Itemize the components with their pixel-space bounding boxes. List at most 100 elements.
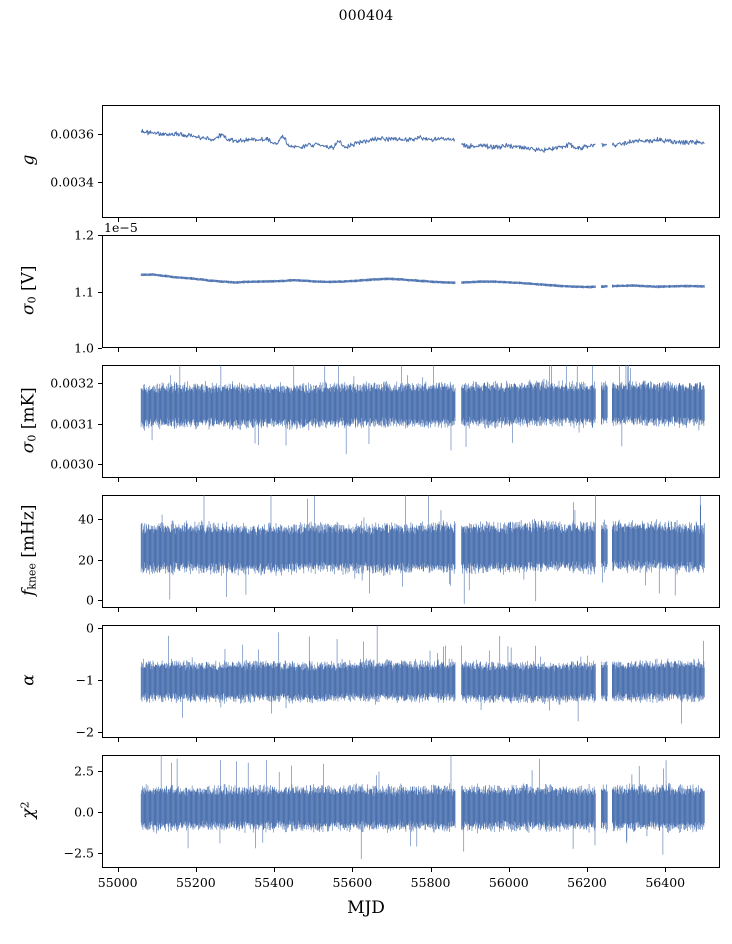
xtick-mark-alpha-6 <box>587 738 589 742</box>
xtick-mark-fknee-6 <box>587 608 589 612</box>
xtick-mark-alpha-4 <box>430 738 432 742</box>
ytick-mark-alpha-1 <box>98 679 102 682</box>
ytick-label-fknee-2: 40 <box>78 511 94 527</box>
xtick-mark-sigma0_volt-3 <box>352 348 354 352</box>
y-axis-label-sigma0_mk: σ0 [mK] <box>17 386 39 453</box>
xtick-mark-chi2-3 <box>352 868 354 872</box>
xtick-mark-gain-0 <box>117 218 119 222</box>
panel-sigma0_mk <box>102 365 720 478</box>
xtick-mark-gain-1 <box>195 218 197 222</box>
ytick-mark-fknee-2 <box>98 519 102 521</box>
xtick-mark-fknee-5 <box>508 608 510 612</box>
xtick-mark-alpha-3 <box>352 738 354 742</box>
ytick-label-gain-1: 0.0036 <box>50 126 94 142</box>
series-chi2 <box>140 755 705 860</box>
ytick-label-alpha-2: −2 <box>75 724 94 740</box>
xtick-mark-chi2-5 <box>508 868 510 872</box>
xtick-mark-fknee-1 <box>195 608 197 612</box>
xtick-mark-fknee-7 <box>665 608 667 612</box>
xtick-label-1: 55200 <box>175 875 216 890</box>
xtick-mark-sigma0_mk-4 <box>430 478 432 482</box>
xtick-mark-sigma0_volt-4 <box>430 348 432 352</box>
ytick-mark-gain-1 <box>98 133 102 135</box>
series-sigma_0_V <box>140 273 705 289</box>
ytick-mark-sigma0_mk-1 <box>98 423 102 425</box>
ytick-label-sigma0_mk-0: 0.0030 <box>50 456 94 472</box>
xtick-mark-sigma0_mk-0 <box>117 478 119 482</box>
xtick-mark-sigma0_volt-6 <box>587 348 589 352</box>
xtick-label-4: 55800 <box>410 875 451 890</box>
y-axis-label-alpha: α <box>18 673 38 686</box>
xtick-mark-chi2-7 <box>665 868 667 872</box>
xtick-mark-fknee-3 <box>352 608 354 612</box>
series-g <box>140 128 705 153</box>
xtick-mark-alpha-7 <box>665 738 667 742</box>
xtick-mark-chi2-2 <box>274 868 276 872</box>
ytick-label-sigma0_volt-0: 1.0 <box>74 340 94 356</box>
axes-frame-sigma0_volt <box>102 235 720 348</box>
xtick-label-3: 55600 <box>332 875 373 890</box>
ytick-mark-sigma0_volt-2 <box>98 235 102 237</box>
xtick-mark-alpha-0 <box>117 738 119 742</box>
figure-title: 000404 <box>338 8 394 24</box>
xtick-mark-chi2-1 <box>195 868 197 872</box>
xtick-mark-gain-2 <box>274 218 276 222</box>
xtick-mark-chi2-6 <box>587 868 589 872</box>
ytick-label-fknee-1: 20 <box>78 552 94 568</box>
offset-text-sigma0_volt: 1e−5 <box>104 220 138 235</box>
ytick-mark-fknee-0 <box>98 599 102 602</box>
ytick-label-sigma0_mk-1: 0.0031 <box>50 416 94 432</box>
xtick-mark-sigma0_mk-5 <box>508 478 510 482</box>
ytick-mark-chi2-0 <box>98 771 102 773</box>
xtick-mark-alpha-2 <box>274 738 276 742</box>
ytick-label-sigma0_volt-2: 1.2 <box>74 227 94 243</box>
xtick-mark-chi2-4 <box>430 868 432 872</box>
panel-sigma0_volt <box>102 235 720 348</box>
ytick-mark-sigma0_volt-0 <box>98 348 102 350</box>
xtick-mark-chi2-0 <box>117 868 119 872</box>
xtick-mark-gain-3 <box>352 218 354 222</box>
ytick-mark-alpha-2 <box>98 731 102 733</box>
xtick-mark-sigma0_volt-1 <box>195 348 197 352</box>
ytick-label-chi2-1: 0.0 <box>74 804 94 820</box>
ytick-mark-chi2-2 <box>98 853 102 855</box>
ytick-label-sigma0_volt-1: 1.1 <box>74 284 94 299</box>
xtick-mark-sigma0_mk-3 <box>352 478 354 482</box>
panel-fknee <box>102 495 720 608</box>
x-axis-label: MJD <box>347 898 385 918</box>
ytick-label-alpha-0: 0 <box>86 620 94 636</box>
panel-alpha <box>102 625 720 738</box>
y-axis-label-fknee: fknee [mHz] <box>17 504 39 596</box>
xtick-mark-gain-7 <box>665 218 667 222</box>
panel-gain <box>102 105 720 218</box>
xtick-mark-alpha-5 <box>508 738 510 742</box>
xtick-mark-sigma0_volt-0 <box>117 348 119 352</box>
xtick-mark-sigma0_mk-6 <box>587 478 589 482</box>
ytick-label-chi2-0: 2.5 <box>74 763 94 779</box>
axes-frame-gain <box>102 105 720 218</box>
xtick-mark-fknee-0 <box>117 608 119 612</box>
xtick-mark-gain-5 <box>508 218 510 222</box>
ytick-label-chi2-2: −2.5 <box>63 845 94 861</box>
ytick-mark-sigma0_mk-2 <box>98 383 102 385</box>
xtick-mark-sigma0_mk-1 <box>195 478 197 482</box>
ytick-label-alpha-1: −1 <box>75 672 94 688</box>
series-alpha <box>140 625 705 724</box>
xtick-mark-sigma0_volt-5 <box>508 348 510 352</box>
xtick-mark-gain-6 <box>587 218 589 222</box>
xtick-label-0: 55000 <box>97 875 138 890</box>
xtick-mark-gain-4 <box>430 218 432 222</box>
panel-chi2 <box>102 755 720 868</box>
xtick-label-7: 56400 <box>645 875 686 890</box>
y-axis-label-sigma0_volt: σ0 [V] <box>17 264 39 315</box>
ytick-mark-sigma0_volt-1 <box>98 291 102 293</box>
ytick-mark-fknee-1 <box>98 559 102 561</box>
xtick-mark-sigma0_volt-7 <box>665 348 667 352</box>
xtick-mark-sigma0_volt-2 <box>274 348 276 352</box>
xtick-mark-alpha-1 <box>195 738 197 742</box>
series-f_knee <box>140 495 705 604</box>
ytick-mark-alpha-0 <box>98 628 102 630</box>
xtick-mark-fknee-2 <box>274 608 276 612</box>
ytick-label-sigma0_mk-2: 0.0032 <box>50 375 94 391</box>
